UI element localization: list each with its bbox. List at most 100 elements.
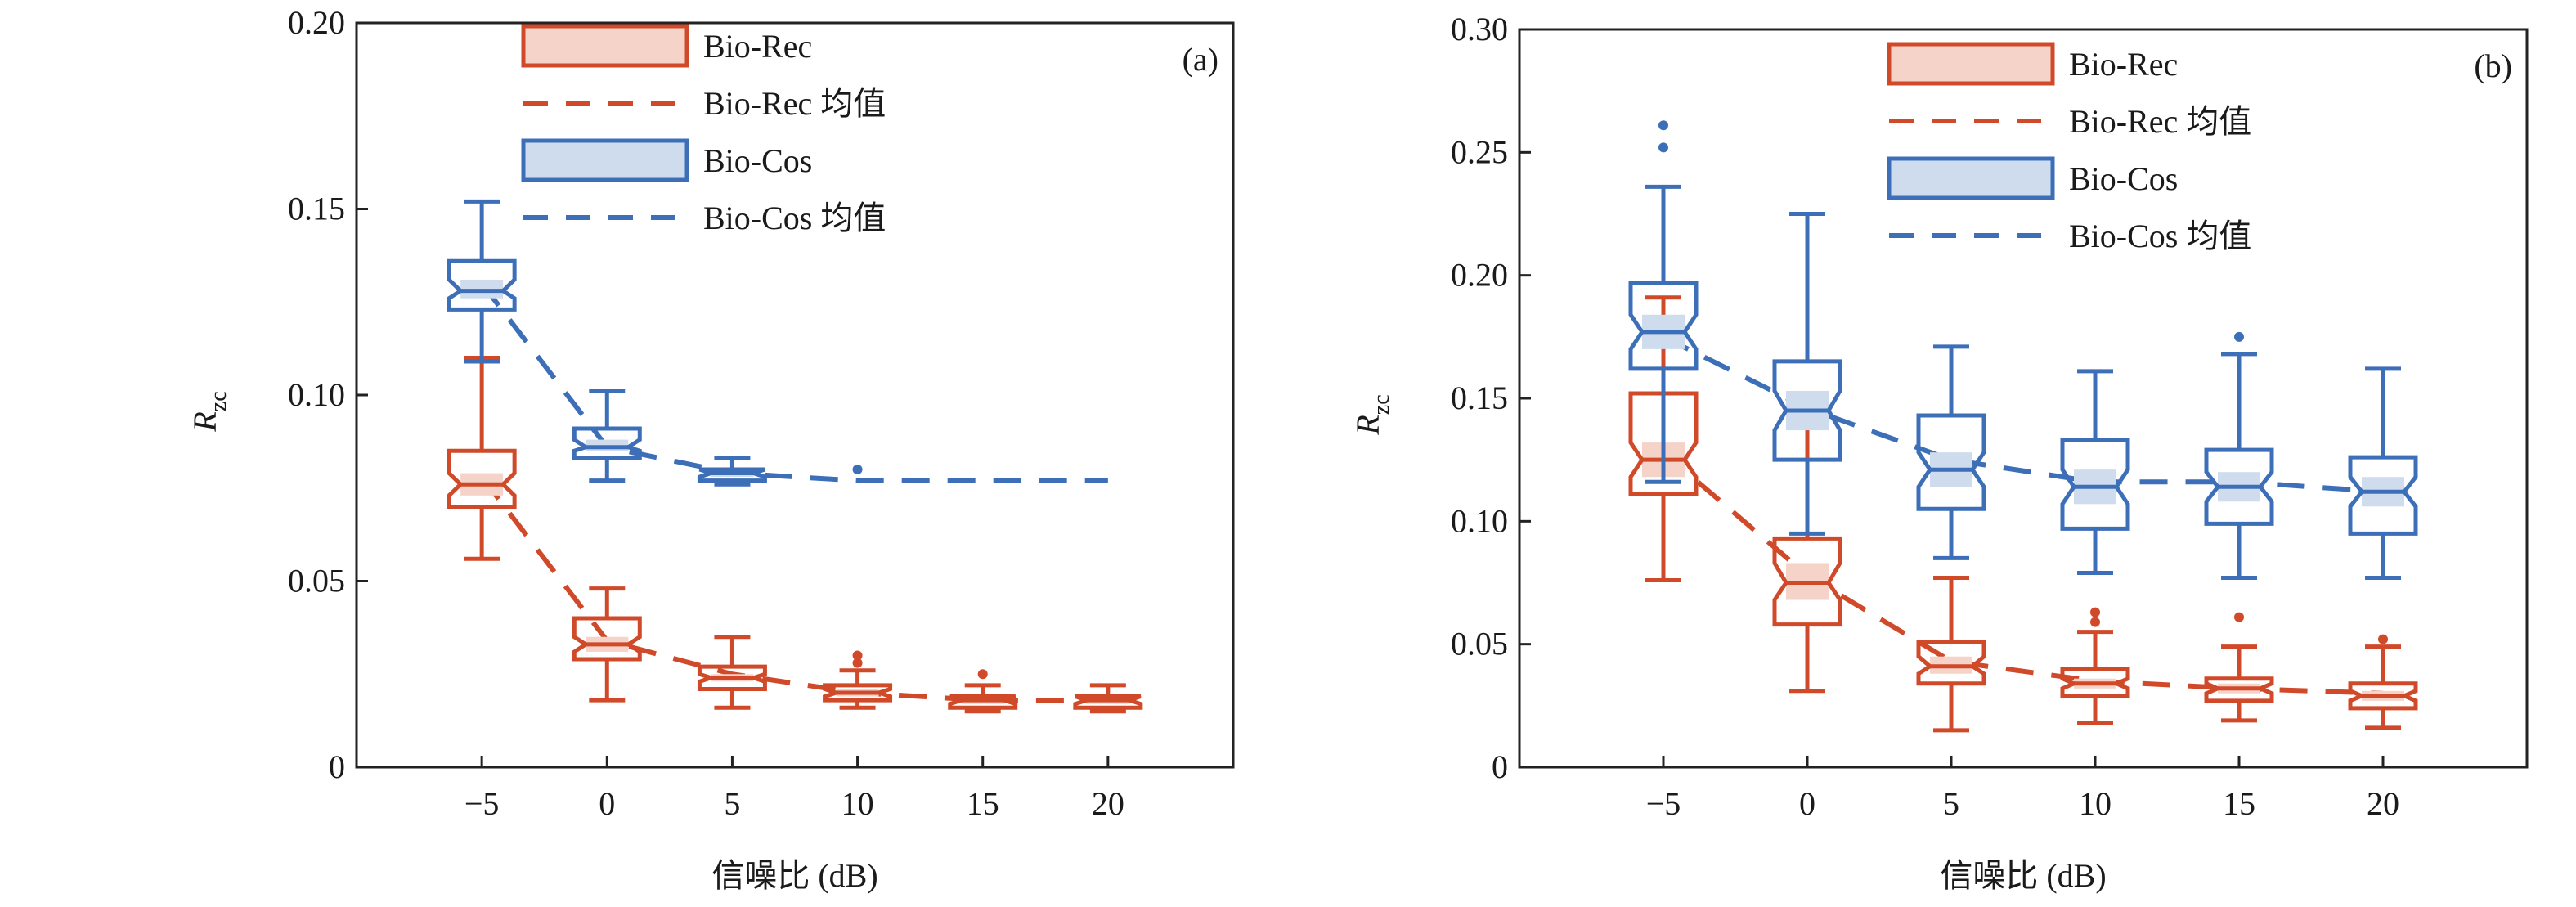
box-body [2348,681,2418,711]
legend-swatch-box [521,24,689,68]
box-body [572,426,642,460]
chart-panel-a: 0 0.05 0.10 0.15 0.20 −5 0 5 10 15 20 信噪比 (dB) Rzc (a… [186,4,1235,894]
box-bio-cos-4 [2204,331,2274,580]
outlier-point [852,658,863,668]
y-tick-label: 0.10 [1451,502,1508,539]
box-body [1772,536,1842,627]
outlier-point [852,465,863,474]
box-body [2204,447,2274,526]
x-tick-label: −5 [464,785,500,822]
outlier-point [2234,331,2244,342]
panel-label: (b) [2474,47,2512,84]
y-tick-label: 0 [1492,748,1508,785]
box-bio-cos-1 [572,388,642,483]
x-tick-label: 0 [1799,785,1815,822]
box-bio-cos-0 [447,199,517,364]
mean-line-bio-rec [1662,450,2384,696]
y-axis-title: Rzc [1349,394,1394,435]
outlier-point [2090,617,2100,627]
outlier-point [1658,142,1668,153]
box-bio-rec-4 [948,669,1018,714]
legend-label: Bio-Cos 均值 [703,200,886,236]
x-tick-label: 10 [841,785,874,822]
box-bio-rec-5 [2348,634,2418,730]
y-tick-label: 0.20 [1451,257,1508,294]
box-bio-rec-3 [823,650,893,710]
box-body [1628,281,1699,371]
y-tick-label: 0.15 [1451,379,1508,416]
x-tick-label: 15 [967,785,999,822]
legend-swatch-box [1887,156,2055,200]
x-axis-title: 信噪比 (dB) [711,857,877,894]
box-body [948,694,1018,710]
box-body [572,616,642,662]
box-body [1073,694,1143,710]
box-bio-rec-1 [572,586,642,703]
y-axis-title-main: R [1349,415,1386,435]
y-axis-title-main: R [186,411,223,432]
y-tick-label: 0.15 [288,191,345,227]
x-tick-label: 5 [1943,785,1959,822]
box-body [2060,438,2130,531]
box-body [2204,676,2274,703]
legend-swatch-box [1887,42,2055,86]
y-axis-title: Rzc [186,391,231,432]
outlier-point [2090,607,2100,617]
y-axis-title-sub: zc [206,391,231,411]
plot-frame [355,21,1235,769]
y-tick-label: 0.30 [1451,11,1508,47]
box-bio-cos-0 [1628,120,1699,484]
box-bio-cos-1 [1772,212,1842,536]
legend-label: Bio-Cos 均值 [2069,218,2251,254]
box-body [447,448,517,509]
box-body [1628,391,1699,496]
outlier-point [2378,634,2388,644]
y-tick-label: 0.05 [1451,626,1508,662]
box-bio-cos-3 [2060,369,2130,575]
legend-label: Bio-Rec [2069,46,2178,83]
x-tick-label: 0 [599,785,615,822]
legend-label: Bio-Rec [703,28,812,65]
legend: Bio-Rec Bio-Rec 均值 Bio-Cos Bio-Cos 均值 [1887,42,2251,254]
y-axis-title-sub: zc [1369,394,1394,415]
legend: Bio-Rec Bio-Rec 均值 Bio-Cos Bio-Cos 均值 [521,24,886,236]
box-body [2348,455,2418,536]
box-body [1916,640,1986,686]
box-bio-rec-1 [1772,425,1842,694]
x-tick-label: 20 [2367,785,2399,822]
x-tick-label: 5 [724,785,740,822]
box-body [1916,413,1986,511]
box-body [823,683,893,703]
legend-label: Bio-Rec 均值 [703,85,886,122]
box-body [1772,359,1842,462]
legend-label: Bio-Rec 均值 [2069,103,2251,140]
x-tick-label: 15 [2223,785,2255,822]
y-tick-label: 0 [329,748,345,785]
outlier-point [852,650,863,661]
box-bio-rec-4 [2204,612,2274,723]
box-bio-cos-2 [1916,344,1986,560]
box-bio-rec-2 [1916,575,1986,733]
legend-label: Bio-Cos [703,142,812,179]
x-tick-label: −5 [1646,785,1681,822]
outlier-point [2234,612,2244,622]
outlier-point [1658,120,1668,131]
y-tick-label: 0.05 [288,563,345,599]
box-bio-rec-3 [2060,607,2130,725]
box-body [697,664,767,691]
box-bio-rec-5 [1073,683,1143,714]
y-tick-label: 0.20 [288,4,345,41]
plot-frame [1518,28,2529,769]
chart-panel-b: 0 0.05 0.10 0.15 0.20 0.25 0.30 −5 0 5 10 15 20 信噪比 (… [1349,11,2529,894]
outlier-point [977,669,988,680]
x-axis-title: 信噪比 (dB) [1940,857,2106,894]
legend-label: Bio-Cos [2069,160,2178,197]
box-bio-cos-5 [2348,366,2418,580]
box-body [697,467,767,483]
panel-label: (a) [1183,41,1218,78]
mean-line-bio-rec [479,475,1108,703]
box-body [2060,667,2130,698]
y-tick-label: 0.25 [1451,133,1508,170]
